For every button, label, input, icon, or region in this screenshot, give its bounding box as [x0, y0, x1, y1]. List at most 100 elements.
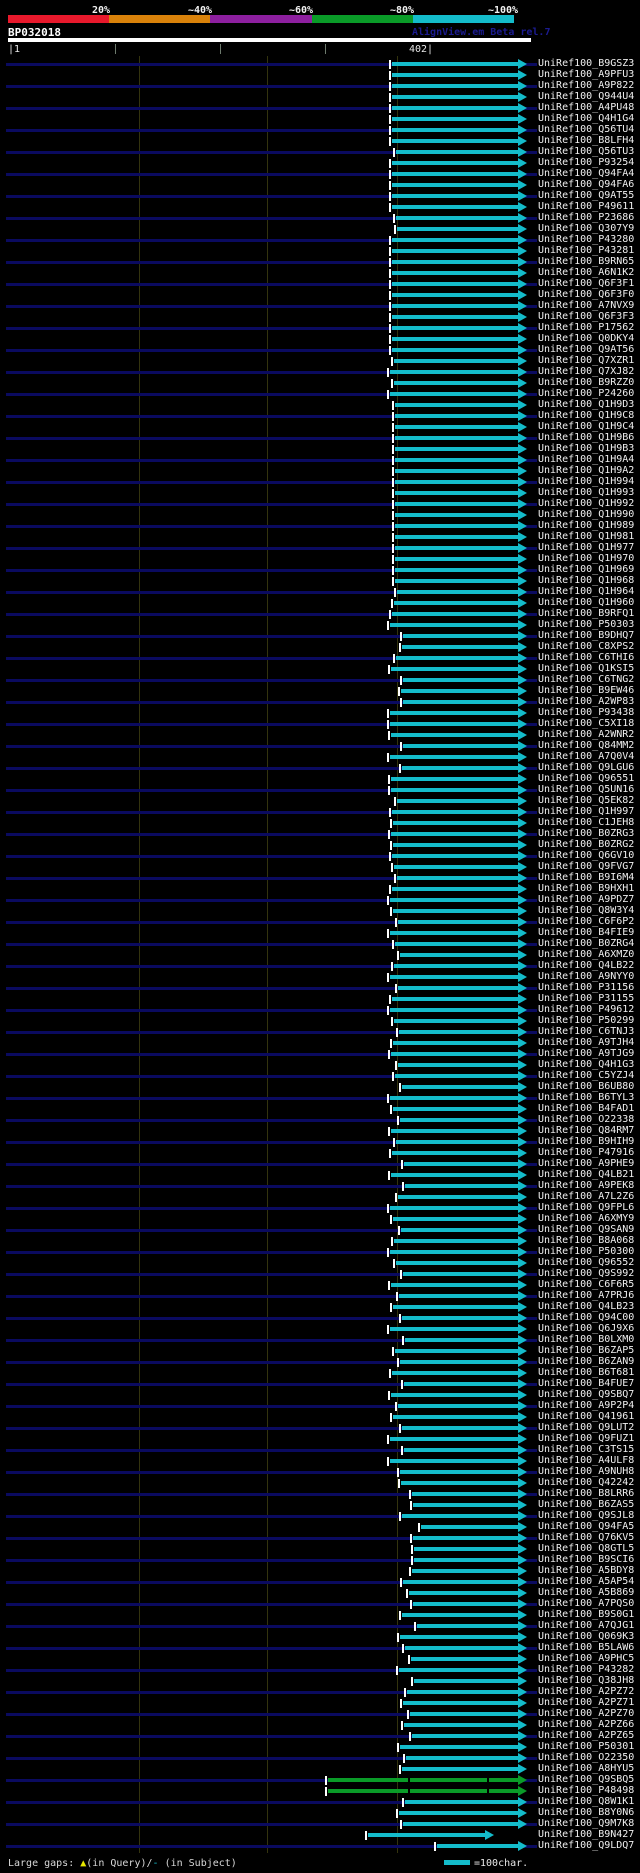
subject-label: UniRef100_Q94C00 — [538, 1312, 635, 1323]
alignment-bar — [393, 1107, 519, 1111]
alignment-bar — [402, 766, 519, 770]
subject-extent-line — [6, 261, 537, 264]
subject-label: UniRef100_B9S0G1 — [538, 1609, 635, 1620]
alignment-start-tick — [395, 1061, 397, 1070]
alignment-start-tick — [398, 1226, 400, 1235]
alignment-bar — [400, 1118, 519, 1122]
subject-extent-line — [6, 129, 537, 132]
subject-label: UniRef100_Q9SBQ7 — [538, 1389, 635, 1400]
alignment-start-tick — [396, 1809, 398, 1818]
alignment-start-tick — [389, 995, 391, 1004]
subject-label: UniRef100_Q9AT56 — [538, 344, 635, 355]
alignment-arrow-icon — [518, 884, 527, 894]
alignment-arrow-icon — [518, 1720, 527, 1730]
alignment-start-tick — [389, 181, 391, 190]
alignment-bar — [412, 1569, 519, 1573]
alignment-start-tick — [392, 1347, 394, 1356]
subject-label: UniRef100_Q6J9X6 — [538, 1323, 635, 1334]
subject-extent-line — [6, 635, 537, 638]
alignment-bar — [397, 227, 519, 231]
subject-label: UniRef100_Q8GTL5 — [538, 1543, 635, 1554]
subject-label: UniRef100_B9I6M4 — [538, 872, 635, 883]
alignment-bar — [390, 1096, 519, 1100]
alignment-start-tick — [392, 1072, 394, 1081]
alignment-bar — [392, 293, 519, 297]
scale-segment-cyan — [413, 15, 514, 23]
alignment-start-tick — [389, 104, 391, 113]
subject-extent-line — [6, 1823, 537, 1826]
alignment-bar — [402, 1426, 519, 1430]
alignment-arrow-icon — [518, 1599, 527, 1609]
alignment-arrow-icon — [518, 301, 527, 311]
subject-label: UniRef100_P43282 — [538, 1664, 635, 1675]
alignment-arrow-icon — [518, 939, 527, 949]
alignment-start-tick — [394, 588, 396, 597]
alignment-start-tick — [409, 1490, 411, 1499]
subject-extent-line — [6, 1779, 537, 1782]
alignment-arrow-icon — [518, 70, 527, 80]
alignment-arrow-icon — [518, 1456, 527, 1466]
subject-label: UniRef100_Q5EK82 — [538, 795, 635, 806]
alignment-bar — [395, 491, 519, 495]
subject-label: UniRef100_B9RN65 — [538, 256, 635, 267]
alignment-start-tick — [402, 1798, 404, 1807]
gaps-legend-prefix: Large gaps: — [8, 1858, 81, 1869]
subject-extent-line — [6, 1493, 537, 1496]
alignment-bar — [392, 128, 519, 132]
alignment-start-tick — [392, 456, 394, 465]
alignment-start-tick — [399, 1083, 401, 1092]
alignment-start-tick — [397, 1743, 399, 1752]
alignment-arrow-icon — [518, 1698, 527, 1708]
alignment-bar — [392, 106, 519, 110]
alignment-arrow-icon — [518, 169, 527, 179]
subject-label: UniRef100_Q76KV5 — [538, 1532, 635, 1543]
alignment-arrow-icon — [518, 774, 527, 784]
alignment-arrow-icon — [518, 818, 527, 828]
alignment-start-tick — [388, 1281, 390, 1290]
alignment-start-tick — [389, 60, 391, 69]
alignment-bar — [390, 931, 519, 935]
alignment-arrow-icon — [518, 1742, 527, 1752]
alignment-bar — [395, 1349, 519, 1353]
alignment-bar — [394, 359, 519, 363]
subject-label: UniRef100_A6XMY9 — [538, 1213, 635, 1224]
subject-extent-line — [6, 745, 537, 748]
subject-extent-line — [6, 1295, 537, 1298]
alignment-arrow-icon — [518, 147, 527, 157]
alignment-arrow-icon — [518, 1797, 527, 1807]
alignment-start-tick — [400, 1578, 402, 1587]
alignment-bar — [398, 986, 519, 990]
char-scale-bar-icon — [444, 1860, 470, 1865]
subject-extent-line — [6, 305, 537, 308]
subject-label: UniRef100_Q84MM2 — [538, 740, 635, 751]
subject-extent-line — [6, 481, 537, 484]
alignment-start-tick — [392, 566, 394, 575]
subject-label: UniRef100_A9P2P4 — [538, 1400, 635, 1411]
subject-extent-line — [6, 811, 537, 814]
subject-label: UniRef100_A7PQS0 — [538, 1598, 635, 1609]
alignment-arrow-icon — [518, 1676, 527, 1686]
scale-label-40: ~40% — [187, 5, 213, 16]
alignment-start-tick — [392, 445, 394, 454]
subject-extent-line — [6, 1625, 537, 1628]
alignment-bar — [390, 1008, 519, 1012]
gaps-legend: Large gaps: ▲(in Query)/- (in Subject) — [8, 1858, 237, 1869]
alignment-bar — [401, 1228, 519, 1232]
scale-label-80: ~80% — [389, 5, 415, 16]
scale-label-20: 20% — [91, 5, 111, 16]
subject-extent-line — [6, 723, 537, 726]
alignment-start-tick — [397, 1468, 399, 1477]
alignment-start-tick — [392, 577, 394, 586]
subject-label: UniRef100_Q1H993 — [538, 487, 635, 498]
subject-label: UniRef100_Q38JH8 — [538, 1675, 635, 1686]
query-bar — [8, 38, 531, 42]
subject-extent-line — [6, 1097, 537, 1100]
alignment-bar — [399, 1294, 519, 1298]
subject-label: UniRef100_A7PRJ6 — [538, 1290, 635, 1301]
alignment-arrow-icon — [518, 81, 527, 91]
alignment-start-tick — [398, 1479, 400, 1488]
alignment-arrow-icon — [518, 1027, 527, 1037]
subject-label: UniRef100_A2PZ66 — [538, 1719, 635, 1730]
alignment-bar — [393, 821, 519, 825]
alignment-bar — [397, 799, 519, 803]
